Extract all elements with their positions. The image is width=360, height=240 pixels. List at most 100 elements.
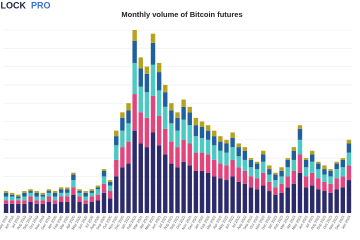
bar-segment <box>328 170 333 177</box>
bar-segment <box>218 150 223 164</box>
x-tick-label: Dec 2019 <box>40 215 51 230</box>
bar-segment <box>236 143 241 148</box>
bar-segment <box>52 196 58 201</box>
bar-segment <box>193 125 199 137</box>
bar-segment <box>193 170 199 213</box>
bar-segment <box>3 192 9 197</box>
bar-segment <box>181 119 186 140</box>
bar-segment <box>16 203 21 213</box>
bar-segment <box>22 196 27 201</box>
bar-segment <box>322 165 327 170</box>
bar-segment <box>230 147 235 160</box>
bar-segment <box>163 128 168 155</box>
bar-segment <box>212 130 217 137</box>
x-tick-label: May 2022 <box>218 215 229 231</box>
x-tick-label: Nov 2022 <box>255 215 266 230</box>
bar-segment <box>95 187 101 190</box>
bar-segment <box>16 200 21 204</box>
bar-segment <box>58 187 64 190</box>
bar-segment <box>89 202 94 213</box>
bar-segment <box>309 161 315 173</box>
bar-segment <box>285 167 290 177</box>
x-tick-label: Feb 2020 <box>53 215 64 230</box>
x-tick-label: Dec 2021 <box>187 215 198 230</box>
bar-segment <box>95 185 101 188</box>
bar-segment <box>156 62 162 73</box>
x-tick-label: Oct 2021 <box>176 215 187 230</box>
bar-segment <box>230 159 235 177</box>
logo-pro: PRO <box>31 0 51 10</box>
bar-segment <box>187 125 192 144</box>
bar-segment <box>248 176 254 188</box>
bar-segment <box>120 117 125 131</box>
bar-segment <box>205 139 211 155</box>
bar-segment <box>114 145 119 160</box>
bar-segment <box>205 154 211 173</box>
bar-segment <box>9 196 15 201</box>
bar-segment <box>34 203 39 213</box>
bar-segment <box>181 161 186 213</box>
bar-segment <box>291 147 297 151</box>
x-tick-label: Feb 2023 <box>273 215 284 230</box>
bar-segment <box>187 112 192 126</box>
bar-segment <box>144 66 150 74</box>
bar-segment <box>236 156 241 168</box>
bar-segment <box>65 192 70 197</box>
bar-segment <box>273 180 278 188</box>
x-tick-label: Dec 2020 <box>114 215 125 230</box>
bar-segment <box>83 203 88 213</box>
bar-segment <box>273 172 278 175</box>
bar-segment <box>34 191 39 193</box>
bar-segment <box>71 187 76 195</box>
x-tick-label: Jun 2022 <box>224 215 235 230</box>
x-tick-label: Jun 2023 <box>298 215 309 230</box>
bar-segment <box>316 178 321 190</box>
x-tick-label: May 2019 <box>0 215 9 231</box>
bar-segment <box>169 163 174 213</box>
bar-segment <box>52 192 58 197</box>
x-tick-label: Sep 2022 <box>243 215 254 230</box>
x-tick-label: Sep 2021 <box>169 215 180 230</box>
x-tick-label: Nov 2020 <box>108 215 119 230</box>
bar-segment <box>107 181 113 186</box>
bar-segment <box>218 141 223 151</box>
bar-segment <box>46 189 52 192</box>
bar-segment <box>22 192 27 197</box>
bar-segment <box>156 90 162 117</box>
x-tick-label: Nov 2021 <box>181 215 192 230</box>
bar-segment <box>218 178 223 213</box>
bar-segment <box>273 174 278 181</box>
bar-segment <box>279 183 284 193</box>
bar-segment <box>126 163 131 213</box>
bar-segment <box>89 189 94 192</box>
bar-segment <box>322 169 327 175</box>
bar-segment <box>3 200 9 204</box>
bar-segment <box>309 172 315 186</box>
bar-segment <box>248 167 254 177</box>
bar-segment <box>303 187 309 213</box>
bar-segment <box>230 137 235 148</box>
bar-segment <box>248 187 254 213</box>
x-tick-label: Jan 2024 <box>341 215 352 230</box>
x-tick-label: Oct 2019 <box>29 215 40 230</box>
bar-segment <box>193 117 199 126</box>
bar-segment <box>65 187 70 190</box>
x-tick-label: Sep 2019 <box>22 215 33 230</box>
bar-segment <box>267 169 272 175</box>
bar-segment <box>71 172 76 175</box>
x-tick-label: Jul 2019 <box>11 215 21 229</box>
bar-segment <box>242 147 248 151</box>
x-tick-label: Feb 2022 <box>200 215 211 230</box>
bar-segment <box>9 192 15 195</box>
bar-segment <box>9 194 15 197</box>
x-tick-label: Jan 2022 <box>194 215 205 230</box>
bar-segment <box>212 159 217 177</box>
bar-segment <box>267 165 272 170</box>
x-tick-label: Jul 2021 <box>158 215 168 229</box>
bar-segment <box>40 194 46 197</box>
bar-segment <box>322 174 327 182</box>
x-tick-label: May 2020 <box>71 215 82 231</box>
bar-segment <box>199 126 205 138</box>
bar-segment <box>132 130 137 213</box>
bar-segment <box>279 176 284 184</box>
